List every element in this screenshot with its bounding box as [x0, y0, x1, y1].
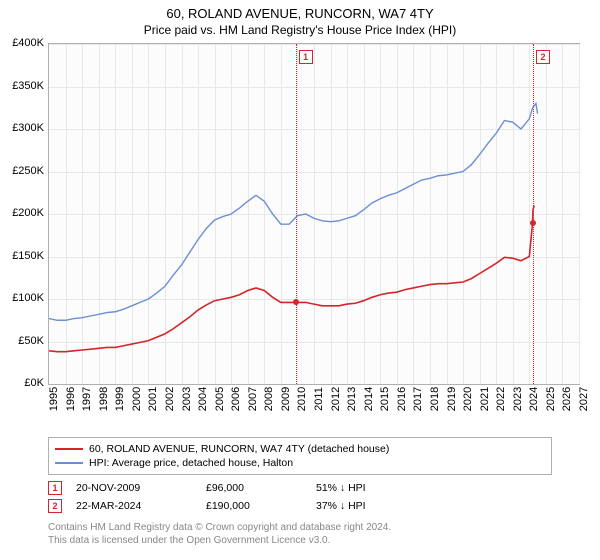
series-hpi	[49, 104, 538, 321]
x-tick-label: 2010	[296, 387, 308, 411]
x-tick-label: 2019	[446, 387, 458, 411]
sale-row-marker: 1	[48, 481, 62, 495]
sale-row: 1 20-NOV-2009£96,00051% ↓ HPI	[48, 479, 552, 497]
x-tick-label: 2007	[247, 387, 259, 411]
y-tick-label: £150K	[12, 250, 44, 262]
chart-title: 60, ROLAND AVENUE, RUNCORN, WA7 4TY	[0, 0, 600, 21]
sale-row-marker: 2	[48, 499, 62, 513]
x-tick-label: 2004	[197, 387, 209, 411]
footer: Contains HM Land Registry data © Crown c…	[48, 521, 552, 547]
x-tick-label: 2017	[412, 387, 424, 411]
sale-date: 20-NOV-2009	[76, 482, 206, 494]
legend-item: HPI: Average price, detached house, Halt…	[55, 456, 545, 470]
sale-date: 22-MAR-2024	[76, 500, 206, 512]
plot-area: 12	[48, 43, 580, 385]
x-tick-label: 2018	[429, 387, 441, 411]
sale-dot-1	[293, 299, 299, 305]
legend-swatch	[55, 448, 83, 450]
x-tick-label: 1998	[98, 387, 110, 411]
x-tick-label: 2024	[528, 387, 540, 411]
chart-area: 12 £0K £50K £100K £150K £200K £250K £300K £350K…	[0, 43, 600, 433]
x-tick-label: 1997	[81, 387, 93, 411]
x-tick-label: 2016	[396, 387, 408, 411]
x-tick-label: 2026	[561, 387, 573, 411]
x-tick-label: 2000	[131, 387, 143, 411]
y-tick-label: £400K	[12, 37, 44, 49]
sale-dot-2	[530, 220, 536, 226]
x-tick-label: 2001	[147, 387, 159, 411]
x-tick-label: 2006	[230, 387, 242, 411]
y-tick-label: £200K	[12, 207, 44, 219]
legend-item: 60, ROLAND AVENUE, RUNCORN, WA7 4TY (det…	[55, 442, 545, 456]
x-tick-label: 2009	[280, 387, 292, 411]
sales-table: 1 20-NOV-2009£96,00051% ↓ HPI 2 22-MAR-2024…	[48, 479, 552, 515]
footer-line-2: This data is licensed under the Open Gov…	[48, 534, 552, 547]
x-tick-label: 2005	[214, 387, 226, 411]
chart-subtitle: Price paid vs. HM Land Registry's House …	[0, 21, 600, 43]
sale-delta: 51% ↓ HPI	[316, 482, 366, 494]
sale-price: £190,000	[206, 500, 316, 512]
series-price-paid	[49, 206, 534, 352]
x-tick-label: 2003	[181, 387, 193, 411]
x-tick-label: 2022	[495, 387, 507, 411]
x-tick-label: 2015	[379, 387, 391, 411]
x-tick-label: 2014	[363, 387, 375, 411]
x-tick-label: 2020	[462, 387, 474, 411]
x-tick-label: 2023	[512, 387, 524, 411]
x-tick-label: 2008	[263, 387, 275, 411]
x-tick-label: 2002	[164, 387, 176, 411]
x-tick-label: 2027	[578, 387, 590, 411]
x-tick-label: 2021	[479, 387, 491, 411]
y-tick-label: £50K	[18, 335, 44, 347]
x-tick-label: 1996	[65, 387, 77, 411]
legend-label: HPI: Average price, detached house, Halt…	[89, 457, 293, 469]
x-tick-label: 1999	[114, 387, 126, 411]
sale-price: £96,000	[206, 482, 316, 494]
footer-line-1: Contains HM Land Registry data © Crown c…	[48, 521, 552, 534]
x-tick-label: 1995	[48, 387, 60, 411]
sale-row: 2 22-MAR-2024£190,00037% ↓ HPI	[48, 497, 552, 515]
x-tick-label: 2012	[330, 387, 342, 411]
y-tick-label: £100K	[12, 292, 44, 304]
legend: 60, ROLAND AVENUE, RUNCORN, WA7 4TY (det…	[48, 437, 552, 475]
y-tick-label: £250K	[12, 165, 44, 177]
x-tick-label: 2011	[313, 387, 325, 411]
x-tick-label: 2013	[346, 387, 358, 411]
legend-swatch	[55, 462, 83, 464]
x-tick-label: 2025	[545, 387, 557, 411]
sale-delta: 37% ↓ HPI	[316, 500, 366, 512]
legend-label: 60, ROLAND AVENUE, RUNCORN, WA7 4TY (det…	[89, 443, 389, 455]
y-tick-label: £300K	[12, 122, 44, 134]
y-tick-label: £0K	[24, 377, 44, 389]
y-tick-label: £350K	[12, 80, 44, 92]
